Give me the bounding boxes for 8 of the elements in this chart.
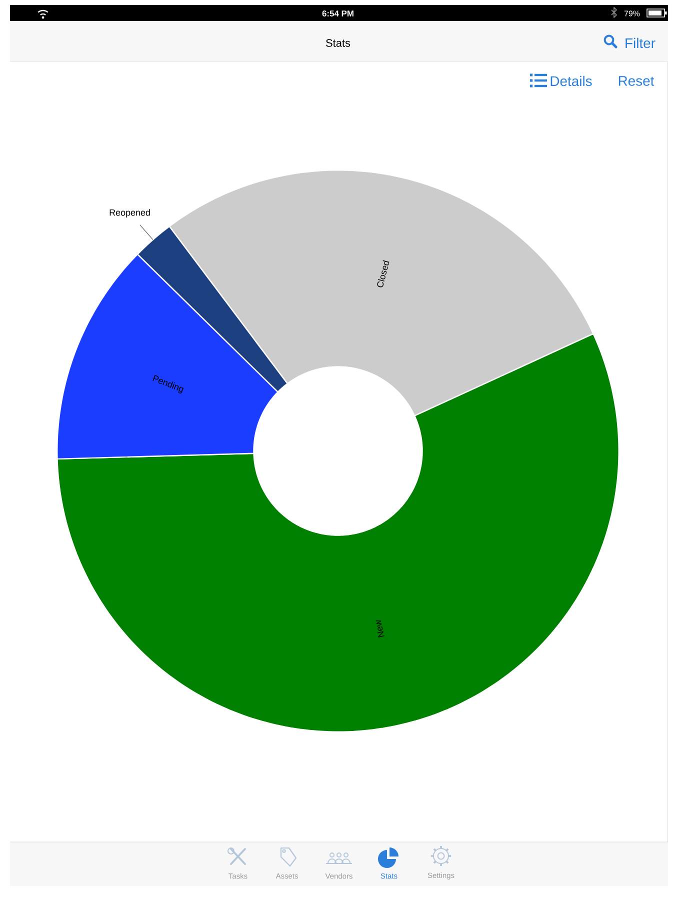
slice-label: New (376, 620, 384, 638)
text: Reset (618, 76, 654, 86)
text: Filter (626, 38, 656, 48)
chart-title: Stats (326, 39, 350, 47)
slice-label: Closed (377, 260, 390, 288)
slice-label: Reopened (110, 209, 150, 218)
text: 6:54 PM (322, 10, 354, 16)
text: Details (550, 76, 592, 86)
